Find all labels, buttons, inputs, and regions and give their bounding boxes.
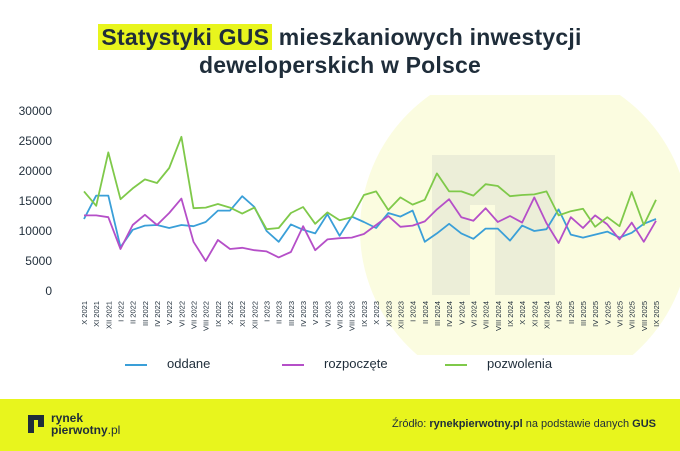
x-tick-label: III 2022 [141, 301, 150, 326]
y-tick-label: 5000 [25, 254, 52, 268]
y-tick-label: 30000 [19, 104, 53, 118]
x-tick-label: X 2021 [80, 301, 89, 325]
x-tick-label: III 2025 [579, 301, 588, 326]
logo-icon [28, 415, 44, 433]
source-mid: na podstawie danych [525, 418, 630, 430]
x-tick-label: V 2023 [311, 301, 320, 325]
chart-title-line2: deweloperskich w Polsce [199, 52, 481, 78]
x-tick-label: XI 2024 [530, 301, 539, 327]
x-tick-label: IX 2022 [214, 301, 223, 327]
x-tick-label: IX 2024 [506, 301, 515, 327]
y-tick-label: 25000 [19, 134, 53, 148]
x-tick-label: XII 2023 [396, 301, 405, 329]
legend: oddane rozpoczęte pozwolenia [0, 356, 680, 376]
x-axis: X 2021 XI 2021 XII 2021 I 2022 II 2022 III 20… [80, 301, 661, 331]
y-axis: 0 5000 10000 15000 20000 25000 30000 [19, 104, 53, 298]
x-tick-label: IX 2023 [360, 301, 369, 327]
source-site: rynekpierwotny.pl [429, 418, 523, 430]
legend-item-rozpoczete: rozpoczęte [282, 356, 388, 371]
logo-name: pierwotny [51, 423, 108, 437]
logo-line2: pierwotny.pl [51, 424, 120, 436]
x-tick-label: X 2024 [518, 301, 527, 325]
x-tick-label: V 2024 [457, 301, 466, 325]
series-line-oddane [83, 194, 657, 249]
x-tick-label: VIII 2022 [202, 301, 211, 331]
x-tick-label: VII 2022 [190, 301, 199, 329]
x-tick-label: IV 2025 [591, 301, 600, 327]
x-tick-label: X 2022 [226, 301, 235, 325]
x-tick-label: VIII 2023 [348, 301, 357, 331]
series-line-rozpoczete [84, 196, 657, 262]
legend-item-pozwolenia: pozwolenia [445, 356, 552, 371]
y-tick-label: 20000 [19, 164, 53, 178]
x-tick-label: I 2023 [263, 301, 272, 322]
x-tick-label: XI 2021 [92, 301, 101, 327]
x-tick-label: V 2022 [165, 301, 174, 325]
legend-label-pozwolenia: pozwolenia [487, 356, 553, 371]
y-tick-label: 10000 [19, 224, 53, 238]
x-tick-label: VI 2025 [615, 301, 624, 327]
x-tick-label: III 2024 [433, 301, 442, 326]
series-lines [83, 135, 657, 262]
x-tick-label: VII 2024 [482, 301, 491, 329]
x-tick-label: IV 2024 [445, 301, 454, 327]
x-tick-label: XII 2022 [250, 301, 259, 329]
x-tick-label: VII 2023 [336, 301, 345, 329]
x-tick-label: II 2025 [567, 301, 576, 324]
x-tick-label: I 2024 [409, 301, 418, 322]
title-rest: mieszkaniowych inwestycji [278, 24, 582, 50]
logo-text: rynek pierwotny.pl [51, 412, 120, 436]
x-tick-label: IV 2023 [299, 301, 308, 327]
x-tick-label: VIII 2025 [640, 301, 649, 331]
source-org: GUS [632, 418, 656, 430]
x-tick-label: VI 2024 [469, 301, 478, 327]
x-tick-label: VIII 2024 [494, 301, 503, 331]
x-tick-label: III 2023 [287, 301, 296, 326]
series-line-pozwolenia [83, 135, 657, 231]
x-tick-label: VI 2022 [177, 301, 186, 327]
x-tick-label: XI 2022 [238, 301, 247, 327]
chart-title-line1: Statystyki GUS mieszkaniowych inwestycji [0, 24, 680, 51]
x-tick-label: X 2023 [372, 301, 381, 325]
legend-label-rozpoczete: rozpoczęte [324, 356, 388, 371]
legend-item-oddane: oddane [125, 356, 210, 371]
x-tick-label: IX 2025 [652, 301, 661, 327]
x-tick-label: II 2022 [129, 301, 138, 324]
x-tick-label: XI 2023 [384, 301, 393, 327]
legend-swatch-rozpoczete [282, 363, 304, 366]
logo-line1: rynek [51, 411, 84, 425]
x-tick-label: IV 2022 [153, 301, 162, 327]
x-tick-label: II 2023 [275, 301, 284, 324]
y-tick-label: 15000 [19, 194, 53, 208]
x-tick-label: VII 2025 [628, 301, 637, 329]
title-highlight: Statystyki GUS [98, 24, 273, 50]
x-tick-label: V 2025 [603, 301, 612, 325]
legend-label-oddane: oddane [167, 356, 211, 371]
x-tick-label: VI 2023 [323, 301, 332, 327]
x-tick-label: II 2024 [421, 301, 430, 324]
watermark [360, 95, 680, 355]
y-tick-label: 0 [45, 284, 52, 298]
x-tick-label: XII 2021 [104, 301, 113, 329]
logo-tld: .pl [107, 423, 121, 437]
x-tick-label: I 2025 [555, 301, 564, 322]
x-tick-label: I 2022 [117, 301, 126, 322]
x-tick-label: XII 2024 [542, 301, 551, 329]
legend-swatch-oddane [125, 363, 147, 366]
footer: rynek pierwotny.pl Źródło: rynekpierwotn… [0, 399, 680, 451]
legend-swatch-pozwolenia [445, 363, 467, 366]
watermark-logo-shape [432, 155, 555, 295]
source-prefix: Źródło: [392, 418, 427, 430]
source-note: Źródło: rynekpierwotny.pl na podstawie d… [392, 418, 656, 430]
